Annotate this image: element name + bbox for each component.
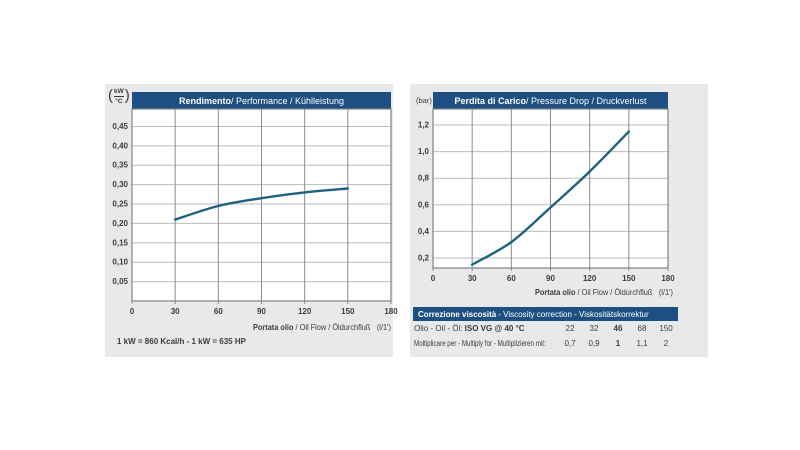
viscosity-value: 0,9 [588,339,600,348]
svg-text:0,25: 0,25 [112,200,128,209]
svg-text:0: 0 [130,307,135,316]
svg-text:180: 180 [661,274,675,283]
svg-text:30: 30 [171,307,180,316]
x-axis-title-rest: / Oil Flow / Öldurchfluß [575,288,653,297]
viscosity-value: 0,7 [564,339,576,348]
svg-text:0,45: 0,45 [112,122,128,131]
paren-open: ( [108,87,113,105]
x-axis-title-bold: Portata olio [535,288,576,297]
viscosity-value: 46 [613,324,623,333]
pressure-drop-plot: 0 30 60 90 120 150 180 0,2 0,4 0,6 0,8 1,0 1,2 [418,108,675,283]
svg-text:0,40: 0,40 [112,141,128,150]
viscosity-value: 1 [615,339,621,348]
y-axis-unit-bar: (bar) [416,96,432,105]
power-conversion-note: 1 kW = 860 Kcal/h - 1 kW = 635 HP [117,337,246,346]
svg-text:120: 120 [298,307,312,316]
x-axis-unit: (l/1') [658,288,673,297]
viscosity-value: 2 [663,339,669,348]
paren-close: ) [124,87,130,105]
y-axis-unit-kw-per-c: ( kW °C ) [108,88,130,105]
unit-fraction: kW °C [113,88,125,105]
svg-text:90: 90 [546,274,555,283]
performance-plot: 0 30 60 90 120 150 180 0,05 0,10 0,15 0,20 0,25 0,30… [112,108,398,316]
svg-text:0,20: 0,20 [112,219,128,228]
x-axis-unit: (l/1') [376,323,391,332]
svg-text:0,6: 0,6 [418,200,430,209]
svg-text:120: 120 [583,274,597,283]
fraction-line [114,96,124,98]
multiplier-values: 0,7 0,9 1 1,1 2 [558,339,678,348]
performance-x-axis-title: Portata olio / Oil Flow / Öldurchfluß (l/… [253,323,391,332]
title-rest: / Performance / Kühlleistung [230,95,345,106]
performance-chart-panel: ( kW °C ) Rendimento / Performance / Küh… [105,84,398,357]
viscosity-correction-header: Correzione viscosità - Viscosity correct… [413,307,678,321]
viscosity-value: 32 [589,324,599,333]
viscosity-value: 150 [659,324,673,333]
svg-text:0,10: 0,10 [112,258,128,267]
svg-text:90: 90 [257,307,266,316]
svg-text:60: 60 [214,307,223,316]
oil-label-prefix: Olio - Oil - Öl: [414,324,465,333]
pressure-drop-panel: (bar) Perdita di Carico / Pressure Drop … [410,84,708,357]
oil-grade-label: Olio - Oil - Öl: ISO VG @ 40 °C [414,324,525,333]
svg-text:0: 0 [431,274,436,283]
svg-text:180: 180 [384,307,398,316]
x-axis-title-rest: / Oil Flow / Öldurchfluß [293,323,371,332]
title-bold: Rendimento [178,95,231,106]
viscosity-value: 1,1 [636,339,648,348]
viscosity-value: 22 [565,324,575,333]
x-axis-title-bold: Portata olio [253,323,294,332]
multiplier-label-text: Moltiplicare per - Multiply for - Multip… [414,339,546,348]
svg-text:150: 150 [341,307,355,316]
svg-text:0,4: 0,4 [418,227,430,236]
performance-chart-title: Rendimento / Performance / Kühlleistung [132,92,391,109]
viscosity-header-rest: - Viscosity correction - Viskositätskorr… [498,309,649,319]
svg-text:1,2: 1,2 [418,120,430,129]
viscosity-value: 68 [637,324,647,333]
viscosity-header-bold: Correzione viscosità [418,309,497,319]
pressure-drop-chart-title: Perdita di Carico / Pressure Drop / Druc… [433,92,668,109]
unit-denominator: °C [115,98,123,106]
multiplier-label: Moltiplicare per - Multiply for - Multip… [414,339,583,348]
title-rest: / Pressure Drop / Druckverlust [525,95,647,106]
svg-text:30: 30 [468,274,477,283]
title-bold: Perdita di Carico [454,95,526,106]
svg-text:60: 60 [507,274,516,283]
svg-text:1,0: 1,0 [418,147,430,156]
svg-text:0,8: 0,8 [418,174,430,183]
svg-text:0,15: 0,15 [112,238,128,247]
svg-text:150: 150 [622,274,636,283]
viscosity-oil-row: Olio - Oil - Öl: ISO VG @ 40 °C 22 32 46 68… [410,324,708,336]
unit-numerator: kW [114,88,124,95]
svg-text:0,05: 0,05 [112,277,128,286]
svg-text:0,35: 0,35 [112,161,128,170]
pressure-drop-x-axis-title: Portata olio / Oil Flow / Öldurchfluß (l/… [535,288,673,297]
oil-label-iso: ISO VG @ 40 °C [464,324,525,333]
viscosity-multiplier-row: Moltiplicare per - Multiply for - Multip… [410,339,708,351]
svg-text:0,30: 0,30 [112,180,128,189]
oil-grade-values: 22 32 46 68 150 [558,324,678,333]
svg-text:0,2: 0,2 [418,254,430,263]
